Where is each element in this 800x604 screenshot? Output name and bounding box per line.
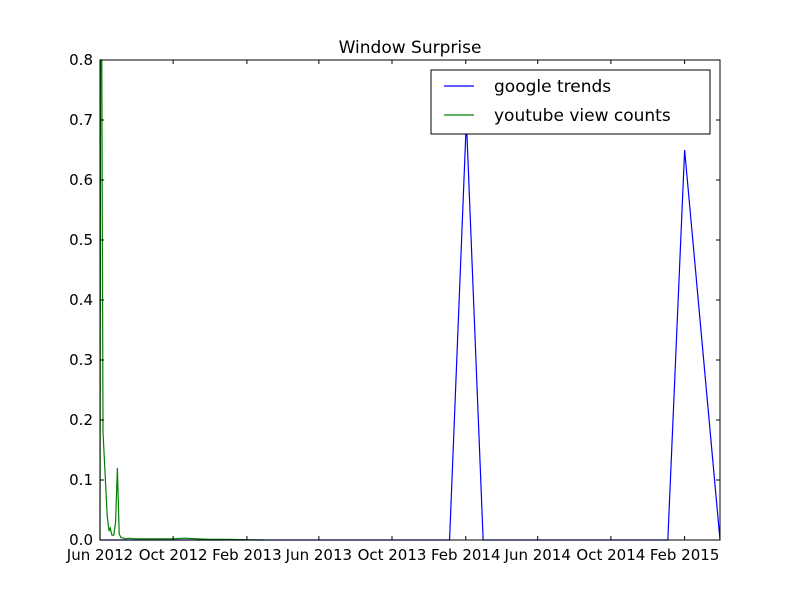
y-tick-label: 0.5 bbox=[69, 231, 93, 249]
x-tick-label: Jun 2014 bbox=[504, 546, 571, 564]
x-tick-label: Oct 2014 bbox=[576, 546, 645, 564]
x-tick-label: Oct 2013 bbox=[358, 546, 427, 564]
x-tick-label: Jun 2013 bbox=[285, 546, 352, 564]
series-line-2 bbox=[99, 59, 264, 541]
legend-entry: youtube view counts bbox=[494, 106, 671, 126]
legend: google trends youtube view counts bbox=[430, 69, 711, 135]
legend-entry: google trends bbox=[494, 77, 611, 97]
y-tick-label: 0.2 bbox=[69, 411, 93, 429]
chart-title: Window Surprise bbox=[339, 38, 482, 58]
x-tick-label: Jun 2012 bbox=[66, 546, 133, 564]
y-tick-label: 0.8 bbox=[69, 51, 93, 69]
x-tick-label: Oct 2012 bbox=[139, 546, 208, 564]
x-tick-label: Feb 2014 bbox=[431, 546, 501, 564]
y-tick-label: 0.0 bbox=[69, 531, 93, 549]
ticks-layer: Jun 2012 Oct 2012 Feb 2013 Jun 2013 Oct 2013… bbox=[66, 51, 720, 564]
y-tick-label: 0.1 bbox=[69, 471, 93, 489]
y-tick-label: 0.6 bbox=[69, 171, 93, 189]
y-tick-label: 0.4 bbox=[69, 291, 93, 309]
x-tick-label: Feb 2013 bbox=[212, 546, 282, 564]
legend-box bbox=[430, 69, 711, 135]
y-tick-label: 0.7 bbox=[69, 111, 93, 129]
x-tick-label: Feb 2015 bbox=[650, 546, 720, 564]
series-line-1 bbox=[100, 119, 721, 541]
y-tick-label: 0.3 bbox=[69, 351, 93, 369]
